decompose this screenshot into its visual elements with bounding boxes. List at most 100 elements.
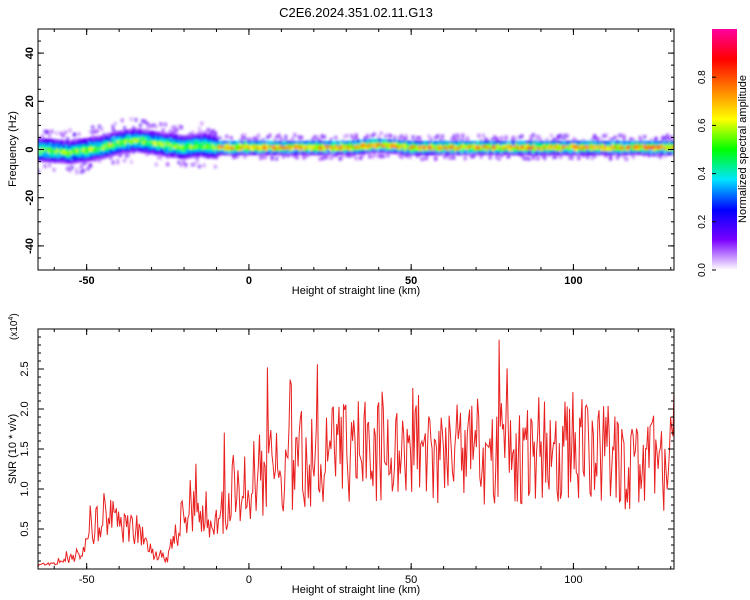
heatmap-cell (60, 157, 63, 160)
heatmap-cell (81, 157, 85, 161)
heatmap-cell (215, 143, 219, 146)
heatmap-cell (274, 142, 277, 146)
heatmap-cell (38, 143, 42, 147)
heatmap-cell (42, 155, 45, 159)
heatmap-cell (504, 146, 508, 150)
heatmap-cell (238, 141, 242, 144)
heatmap-cell (492, 141, 495, 144)
heatmap-cell (260, 152, 263, 156)
heatmap-cell (263, 155, 268, 160)
heatmap-cell (188, 150, 192, 153)
heatmap-cell (167, 142, 170, 146)
heatmap-cell (138, 150, 142, 153)
heatmap-cell (201, 152, 204, 156)
heatmap-cell (186, 150, 190, 153)
heatmap-cell (44, 140, 47, 143)
heatmap-cell (90, 152, 94, 156)
heatmap-cell (177, 136, 181, 140)
heatmap-cell (111, 153, 115, 157)
heatmap-cell (511, 150, 515, 154)
heatmap-cell (415, 150, 418, 154)
heatmap-cell (276, 150, 279, 154)
heatmap-cell (258, 150, 261, 154)
heatmap-cell (42, 146, 45, 149)
heatmap-cell (181, 137, 185, 140)
heatmap-cell (592, 148, 595, 152)
heatmap-cell (149, 149, 153, 153)
heatmap-cell (201, 141, 204, 144)
heatmap-cell (342, 148, 345, 152)
heatmap-cell (413, 146, 417, 150)
heatmap-cell (445, 148, 449, 152)
heatmap-cell (190, 151, 194, 155)
heatmap-cell (70, 149, 74, 153)
heatmap-cell (493, 135, 497, 140)
heatmap-cell (659, 148, 663, 152)
heatmap-cell (552, 144, 556, 148)
heatmap-cell (120, 151, 124, 155)
heatmap-cell (256, 144, 260, 148)
heatmap-cell (624, 142, 627, 146)
heatmap-cell (611, 141, 615, 144)
heatmap-cell (138, 148, 142, 151)
heatmap-cell (81, 161, 86, 166)
heatmap-cell (202, 154, 206, 158)
heatmap-cell (608, 148, 611, 152)
heatmap-cell (658, 155, 663, 160)
heatmap-cell (579, 150, 583, 154)
heatmap-cell (352, 144, 356, 147)
heatmap-cell (365, 139, 368, 143)
heatmap-cell (663, 154, 667, 159)
heatmap-cell (229, 142, 233, 146)
heatmap-cell (224, 142, 227, 146)
heatmap-cell (51, 148, 54, 152)
heatmap-cell (53, 160, 56, 163)
heatmap-cell (149, 136, 153, 139)
heatmap-cell (145, 145, 149, 149)
heatmap-cell (529, 141, 533, 144)
heatmap-cell (563, 144, 567, 148)
heatmap-cell (504, 148, 508, 152)
heatmap-cell (108, 135, 111, 139)
heatmap-cell (352, 142, 356, 146)
heatmap-cell (318, 157, 322, 162)
heatmap-cell (97, 153, 101, 157)
heatmap-cell (224, 144, 227, 148)
heatmap-cell (149, 134, 153, 137)
heatmap-cell (199, 144, 203, 148)
heatmap-cell (418, 150, 422, 154)
heatmap-cell (224, 150, 227, 154)
heatmap-cell (247, 141, 251, 144)
heatmap-cell (310, 141, 313, 144)
heatmap-cell (74, 156, 78, 160)
heatmap-cell (297, 144, 301, 148)
heatmap-cell (586, 144, 590, 148)
heatmap-cell (158, 139, 161, 143)
heatmap-cell (158, 145, 161, 148)
heatmap-cell (347, 148, 351, 152)
heatmap-cell (229, 146, 233, 150)
heatmap-cell (477, 142, 481, 146)
heatmap-cell (283, 146, 286, 150)
heatmap-cell (177, 150, 181, 153)
heatmap-cell (124, 149, 128, 152)
heatmap-cell (81, 150, 85, 153)
heatmap-cell (113, 151, 117, 154)
heatmap-cell (90, 156, 94, 160)
heatmap-cell (658, 150, 661, 154)
heatmap-cell (358, 145, 361, 149)
heatmap-cell (217, 152, 220, 156)
heatmap-cell (70, 143, 74, 147)
heatmap-cell (210, 155, 213, 159)
heatmap-cell (122, 149, 126, 152)
heatmap-cell (72, 147, 76, 151)
heatmap-cell (293, 148, 297, 152)
heatmap-cell (103, 140, 106, 144)
heatmap-cell (395, 139, 399, 143)
heatmap-cell (624, 148, 627, 152)
heatmap-cell (299, 144, 302, 148)
heatmap-cell (611, 148, 615, 152)
heatmap-cell (360, 151, 363, 155)
heatmap-cell (527, 141, 531, 144)
